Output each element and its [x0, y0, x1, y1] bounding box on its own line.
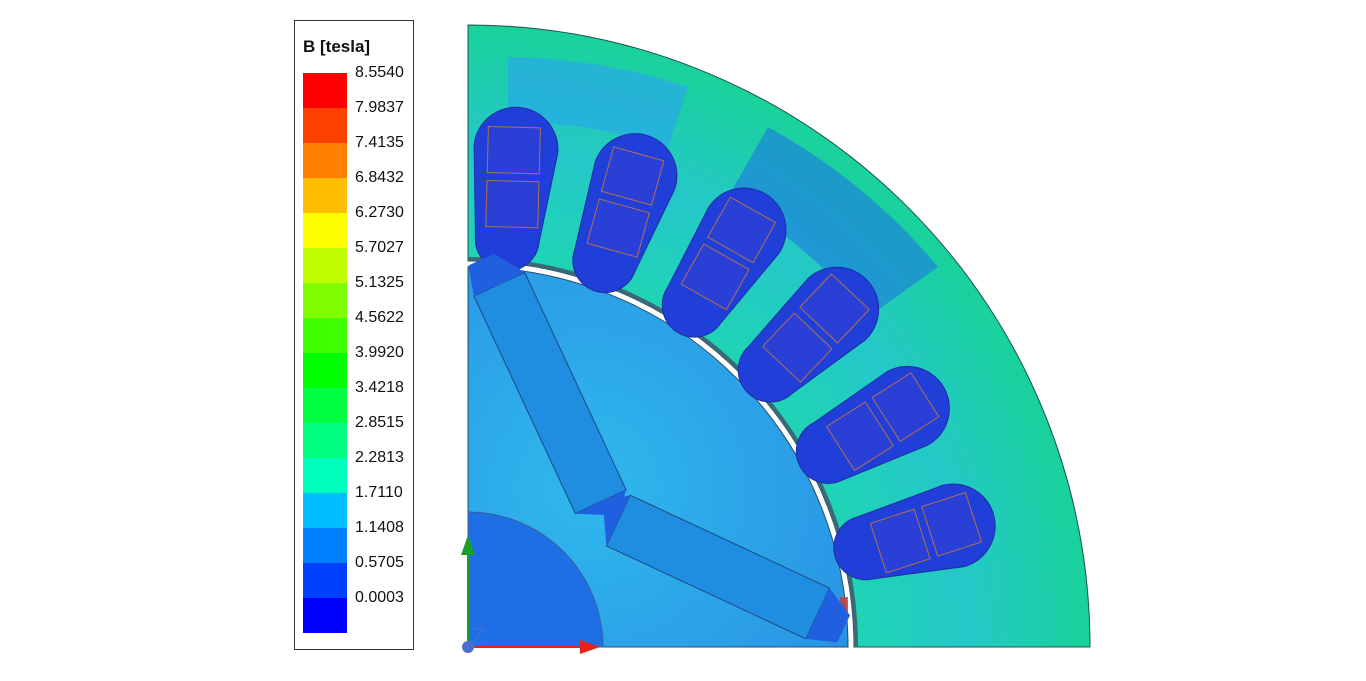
- legend-tick-label: 7.4135: [355, 134, 404, 151]
- legend-swatch: [303, 73, 347, 108]
- conductor-coil: [921, 491, 983, 557]
- legend-tick-label: 2.8515: [355, 414, 404, 431]
- legend-swatch: [303, 563, 347, 598]
- legend-tick-label: 1.1408: [355, 519, 404, 536]
- conductor-coil: [799, 273, 870, 344]
- legend-color-bar: [303, 73, 347, 633]
- flux-barrier: [468, 253, 525, 297]
- z-axis-marker: [470, 628, 486, 644]
- legend-swatch: [303, 458, 347, 493]
- legend-swatch: [303, 528, 347, 563]
- legend-swatch: [303, 388, 347, 423]
- legend-swatch: [303, 598, 347, 633]
- legend-swatch: [303, 353, 347, 388]
- legend-swatch: [303, 143, 347, 178]
- legend-title: B [tesla]: [303, 37, 371, 56]
- legend-swatch: [303, 493, 347, 528]
- coordinate-axes: [461, 535, 600, 654]
- legend-swatch: [303, 248, 347, 283]
- y-axis-arrow: [461, 535, 475, 555]
- flux-barrier: [805, 588, 850, 643]
- conductor-coil: [871, 372, 940, 443]
- x-axis-arrow: [580, 640, 600, 654]
- stator-slot: [572, 133, 678, 293]
- legend-swatch: [303, 423, 347, 458]
- legend-tick-label: 0.5705: [355, 554, 404, 571]
- legend-tick-label: 1.7110: [355, 484, 403, 501]
- legend-tick-label: 7.9837: [355, 99, 404, 116]
- flux-barrier: [602, 495, 631, 546]
- legend-tick-label: 5.1325: [355, 274, 404, 291]
- motor-field-plot: [461, 24, 1091, 654]
- stator-slot: [737, 266, 880, 403]
- legend-tick-label: 2.2813: [355, 449, 404, 466]
- z-axis-origin: [462, 641, 474, 653]
- legend-tick-label: 0.0003: [355, 589, 404, 606]
- legend-tick-labels: 8.5540 7.9837 7.4135 6.8432 6.2730 5.7027 5.13…: [355, 65, 413, 633]
- stator-slot: [795, 365, 950, 484]
- legend-swatch: [303, 108, 347, 143]
- legend-tick-label: 6.8432: [355, 169, 404, 186]
- conductor-coil: [600, 146, 665, 206]
- legend-tick-label: 4.5622: [355, 309, 404, 326]
- shaft: [467, 511, 604, 648]
- stator-slots: [473, 106, 996, 581]
- legend-tick-label: 5.7027: [355, 239, 404, 256]
- conductor-coil: [761, 312, 833, 383]
- legend-swatch: [303, 178, 347, 213]
- mid-flux-region: [508, 57, 688, 147]
- field-legend: B [tesla] 8.5540 7.9837 7.4135 6.8432 6.2730…: [294, 20, 414, 650]
- stator-slot: [833, 483, 996, 581]
- legend-tick-label: 6.2730: [355, 204, 404, 221]
- legend-swatch: [303, 283, 347, 318]
- legend-swatch: [303, 318, 347, 353]
- conductor-coil: [485, 179, 540, 229]
- legend-swatch: [303, 213, 347, 248]
- conductor-coil: [869, 508, 931, 574]
- legend-tick-label: 3.4218: [355, 379, 404, 396]
- rotor-magnets: [468, 253, 850, 643]
- stator-slot: [473, 106, 559, 272]
- conductor-coil: [680, 243, 750, 311]
- magnet-lower: [602, 494, 850, 643]
- low-flux-region: [728, 127, 938, 317]
- conductor-coil: [586, 198, 651, 258]
- conductor-coil: [707, 196, 777, 264]
- legend-tick-label: 8.5540: [355, 64, 404, 81]
- legend-tick-label: 3.9920: [355, 344, 404, 361]
- conductor-coil: [486, 125, 541, 175]
- stator-slot: [661, 187, 787, 338]
- conductor-coil: [825, 401, 895, 472]
